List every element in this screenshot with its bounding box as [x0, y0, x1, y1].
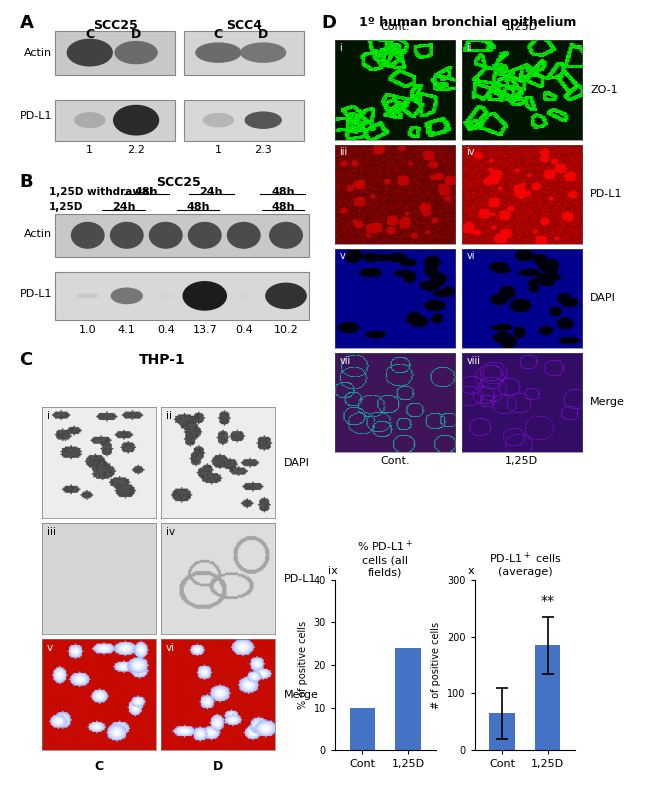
Text: v: v [339, 252, 345, 261]
Text: Cont.: Cont. [380, 456, 410, 466]
Text: C: C [94, 760, 104, 773]
Text: PD-L1: PD-L1 [283, 574, 316, 584]
Text: 0.4: 0.4 [157, 325, 175, 335]
Text: Merge: Merge [590, 397, 625, 407]
Ellipse shape [68, 40, 112, 66]
Text: iv: iv [166, 526, 175, 537]
Ellipse shape [75, 113, 105, 128]
Bar [350, 707, 375, 750]
Text: D: D [322, 14, 337, 33]
Text: Actin: Actin [24, 48, 53, 58]
Text: DAPI: DAPI [283, 458, 309, 468]
Text: 0.4: 0.4 [235, 325, 253, 335]
Text: 48h: 48h [135, 187, 158, 197]
Text: 1,25D: 1,25D [505, 21, 538, 32]
Text: Merge: Merge [283, 690, 318, 700]
Text: 48h: 48h [271, 202, 294, 212]
Text: PD-L1: PD-L1 [20, 111, 53, 121]
Text: 10.2: 10.2 [274, 325, 298, 335]
Ellipse shape [157, 295, 175, 297]
Ellipse shape [227, 222, 260, 248]
FancyBboxPatch shape [184, 30, 304, 75]
Text: 4.1: 4.1 [118, 325, 136, 335]
Text: v: v [47, 642, 53, 653]
Text: DAPI: DAPI [590, 293, 616, 303]
Title: PD-L1$^+$ cells
(average): PD-L1$^+$ cells (average) [489, 550, 561, 577]
Text: C: C [85, 28, 94, 40]
Text: 1º human bronchial epithelium: 1º human bronchial epithelium [359, 16, 577, 29]
Text: 48h: 48h [271, 187, 294, 197]
Text: SCC25: SCC25 [93, 19, 138, 32]
Ellipse shape [183, 282, 226, 310]
Text: 1: 1 [215, 145, 222, 155]
Text: **: ** [541, 594, 554, 608]
Text: PD-L1: PD-L1 [590, 189, 623, 199]
Text: iii: iii [47, 526, 56, 537]
Text: 1,25D: 1,25D [49, 202, 83, 212]
Ellipse shape [72, 222, 104, 248]
Ellipse shape [235, 295, 253, 297]
Ellipse shape [188, 222, 221, 248]
Text: D: D [131, 28, 141, 40]
Text: SCC4: SCC4 [226, 19, 262, 32]
Y-axis label: # of positive cells: # of positive cells [432, 622, 441, 708]
Text: Cont.: Cont. [380, 21, 410, 32]
Ellipse shape [114, 106, 159, 135]
Ellipse shape [111, 222, 143, 248]
Text: 1: 1 [86, 145, 93, 155]
Text: ZO-1: ZO-1 [590, 85, 618, 95]
Text: vi: vi [466, 252, 474, 261]
Text: C: C [20, 351, 32, 369]
Text: viii: viii [466, 356, 480, 365]
Text: D: D [258, 28, 268, 40]
Ellipse shape [270, 222, 302, 248]
FancyBboxPatch shape [55, 272, 309, 320]
Bar [535, 645, 560, 750]
Text: 1,25D: 1,25D [505, 456, 538, 466]
Text: 13.7: 13.7 [192, 325, 217, 335]
Text: PD-L1: PD-L1 [20, 289, 52, 299]
Text: 2.2: 2.2 [127, 145, 145, 155]
Text: ii: ii [466, 44, 472, 53]
Title: % PD-L1$^+$
cells (all
fields): % PD-L1$^+$ cells (all fields) [357, 539, 413, 577]
Text: D: D [213, 760, 223, 773]
Text: THP-1: THP-1 [139, 353, 186, 368]
Text: ii: ii [166, 410, 172, 421]
Ellipse shape [78, 294, 98, 298]
Text: 48h: 48h [187, 202, 210, 212]
Ellipse shape [245, 112, 281, 129]
FancyBboxPatch shape [184, 99, 304, 141]
Bar [395, 648, 421, 750]
Text: 2.3: 2.3 [254, 145, 272, 155]
Text: 24h: 24h [112, 202, 135, 212]
Text: C: C [214, 28, 223, 40]
Y-axis label: % of positive cells: % of positive cells [298, 621, 308, 709]
Text: iii: iii [339, 148, 348, 157]
Ellipse shape [203, 114, 233, 127]
Text: A: A [20, 14, 33, 33]
FancyBboxPatch shape [55, 99, 175, 141]
Text: vii: vii [339, 356, 351, 365]
FancyBboxPatch shape [55, 214, 309, 256]
Ellipse shape [240, 43, 285, 62]
Text: Actin: Actin [24, 229, 52, 240]
Text: B: B [20, 173, 33, 191]
Ellipse shape [150, 222, 182, 248]
Text: vi: vi [166, 642, 175, 653]
Text: 24h: 24h [200, 187, 223, 197]
Ellipse shape [115, 41, 157, 64]
Text: 1.0: 1.0 [79, 325, 97, 335]
Text: SCC25: SCC25 [157, 176, 201, 190]
Text: i: i [339, 44, 343, 53]
Text: ix: ix [328, 565, 338, 576]
Ellipse shape [196, 43, 240, 62]
FancyBboxPatch shape [55, 30, 175, 75]
Text: i: i [47, 410, 50, 421]
Ellipse shape [111, 288, 142, 303]
Text: 1,25D withdrawal: 1,25D withdrawal [49, 187, 153, 197]
Ellipse shape [266, 283, 306, 309]
Text: iv: iv [466, 148, 474, 157]
Bar [489, 713, 515, 750]
Text: x: x [468, 565, 474, 576]
